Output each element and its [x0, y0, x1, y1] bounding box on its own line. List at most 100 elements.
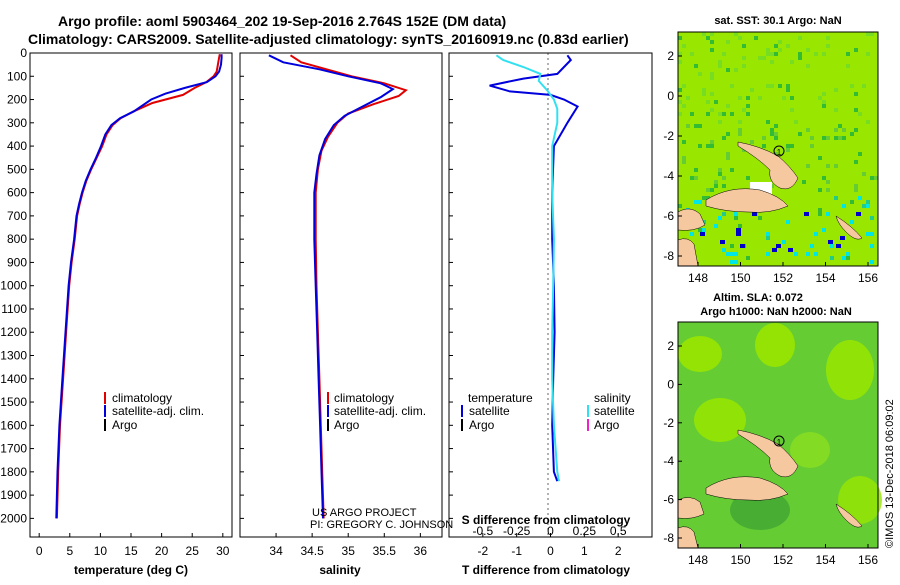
sst-cell	[690, 52, 694, 56]
sst-cell	[730, 252, 734, 256]
sst-cell	[850, 84, 854, 88]
sst-cell-cold	[752, 212, 757, 216]
sst-cell	[718, 216, 722, 220]
sst-cell	[810, 136, 814, 140]
sla-map-frame	[677, 321, 879, 549]
sst-cell-cold	[720, 240, 725, 244]
sst-cell	[722, 176, 726, 180]
y-tick-label: 1900	[0, 488, 27, 502]
y-tick-label: 400	[7, 139, 27, 153]
x-tick-label: 5	[66, 544, 73, 558]
sst-cell	[762, 144, 766, 148]
map-x-tick-label: 154	[815, 271, 835, 285]
sst-cell	[850, 220, 854, 224]
y-tick-label: 1300	[0, 349, 27, 363]
sst-cell	[854, 184, 858, 188]
sst-cell	[726, 68, 730, 72]
sst-cell	[806, 128, 810, 132]
sst-cell	[702, 196, 706, 200]
y-tick-label: 1100	[1, 302, 27, 316]
sst-cell	[786, 88, 790, 92]
sst-cell	[846, 256, 850, 260]
salinity-xlabel: salinity	[319, 563, 361, 577]
sst-cell	[702, 220, 706, 224]
sst-cell	[750, 140, 754, 144]
sst-cell	[858, 152, 862, 156]
x-tick-label: 35	[342, 544, 356, 558]
sst-cell	[766, 252, 770, 256]
sst-cell	[706, 188, 710, 192]
sst-cell	[706, 100, 710, 104]
sst-cell	[734, 68, 738, 72]
series-line-climatology	[289, 54, 408, 519]
sst-cell	[698, 144, 702, 148]
sla-map-title-1: Altim. SLA: 0.072	[713, 292, 803, 304]
map-x-tick-label: 148	[688, 271, 708, 285]
sst-cell	[854, 92, 858, 96]
sst-cell	[870, 176, 874, 180]
sst-cell	[678, 204, 682, 208]
sst-map-title: sat. SST: 30.1 Argo: NaN	[714, 15, 841, 27]
sst-cell	[798, 52, 802, 56]
sst-cell	[694, 168, 698, 172]
map-y-tick-label: -2	[663, 129, 674, 143]
sst-cell	[834, 164, 838, 168]
map-y-tick-label: 2	[667, 49, 674, 63]
sst-cell	[722, 248, 726, 252]
difference-axes-frame	[448, 52, 653, 538]
sst-cell	[770, 52, 774, 56]
sst-cell	[822, 100, 826, 104]
sst-cell	[682, 160, 686, 164]
sst-cell-cold	[828, 240, 833, 244]
x-tick-label: 2	[615, 544, 622, 558]
sst-cell	[774, 136, 778, 140]
sst-cell	[726, 104, 730, 108]
sst-cell	[738, 120, 742, 124]
series-line-climatology	[55, 54, 221, 519]
sst-cell	[790, 108, 794, 112]
sst-cell	[734, 252, 738, 256]
sst-cell	[834, 88, 838, 92]
sst-cell	[794, 252, 798, 256]
sal-legend-climatology-label: climatology	[334, 391, 394, 405]
title-line-2: Climatology: CARS2009. Satellite-adjuste…	[28, 31, 629, 47]
sst-cell	[810, 244, 814, 248]
sst-cell	[718, 112, 722, 116]
sst-cell	[822, 176, 826, 180]
sst-cell	[806, 252, 810, 256]
series-line-satellite-adj-clim-	[55, 54, 223, 519]
x2-tick-label: 0	[547, 524, 554, 538]
sst-cell-cold	[840, 236, 845, 240]
sst-cell	[834, 136, 838, 140]
sst-cell	[702, 228, 706, 232]
sst-cell	[710, 108, 714, 112]
sst-cell	[682, 140, 686, 144]
y-tick-label: 100	[7, 69, 27, 83]
y-tick-label: 1400	[0, 372, 27, 386]
sst-cell	[690, 176, 694, 180]
sst-cell	[762, 136, 766, 140]
sst-cell	[774, 152, 778, 156]
sst-cell	[770, 84, 774, 88]
sst-cell	[738, 128, 742, 132]
sst-cell	[790, 60, 794, 64]
sst-cell	[706, 36, 710, 40]
x2-tick-label: 0.5	[610, 524, 627, 538]
diff-legend-temp-title: temperature	[468, 391, 533, 405]
sst-cell	[814, 52, 818, 56]
sst-cell	[802, 180, 806, 184]
sst-cell	[682, 156, 686, 160]
sst-cell	[722, 52, 726, 56]
map-x-tick-label: 156	[858, 271, 878, 285]
sst-cell	[726, 152, 730, 156]
sst-cell	[846, 64, 850, 68]
difference-xlabel: T difference from climatology	[462, 563, 630, 577]
sst-cell	[866, 204, 870, 208]
sst-cell	[870, 260, 874, 264]
sst-cell	[818, 156, 822, 160]
sst-cell	[870, 232, 874, 236]
sst-cell	[678, 36, 682, 40]
sst-cell-cold	[736, 232, 741, 236]
map-x-tick-label: 152	[773, 553, 793, 567]
